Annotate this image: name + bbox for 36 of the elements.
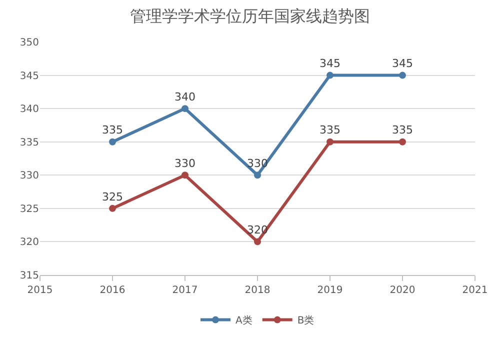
y-tick-label: 330 — [20, 170, 39, 182]
legend-label: B类 — [297, 314, 314, 327]
point — [182, 172, 188, 179]
y-tick-label: 350 — [20, 38, 39, 48]
y-tick-label: 345 — [20, 70, 39, 82]
point — [254, 172, 261, 179]
x-tick-label: 2020 — [390, 285, 416, 296]
data-label: 330 — [174, 157, 196, 170]
y-tick-label: 315 — [20, 270, 39, 282]
point — [254, 238, 261, 246]
data-label: 325 — [102, 190, 123, 204]
y-tick-label: 320 — [20, 237, 39, 248]
data-label: 335 — [320, 124, 340, 137]
y-tick-label: 335 — [20, 137, 39, 148]
point — [109, 204, 116, 212]
data-label: 340 — [174, 90, 196, 104]
point — [326, 72, 334, 79]
point — [326, 138, 334, 146]
x-tick-label: 2021 — [462, 285, 488, 296]
y-tick-label: 340 — [20, 104, 39, 116]
x-tick-label: 2016 — [100, 285, 126, 296]
y-tick-label: 325 — [20, 204, 39, 215]
x-tick-label: 2015 — [27, 285, 53, 296]
point — [109, 138, 116, 146]
chart-title: 管理学学术学位历年国家线趋势图 — [130, 6, 370, 26]
data-label: 345 — [392, 57, 413, 70]
point — [182, 105, 188, 112]
x-tick-label: 2018 — [244, 285, 270, 296]
x-tick-label: 2019 — [317, 285, 343, 296]
point — [399, 72, 406, 79]
data-label: 345 — [320, 57, 340, 70]
legend-label: A类 — [236, 314, 252, 327]
x-tick-label: 2017 — [172, 285, 198, 296]
data-label: 335 — [392, 124, 413, 137]
point — [399, 138, 406, 146]
data-label: 335 — [102, 124, 123, 137]
